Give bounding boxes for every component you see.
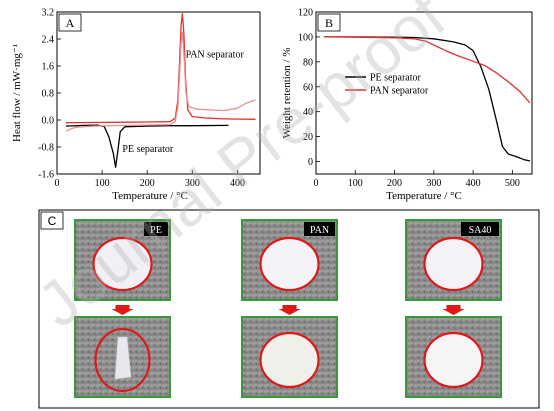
- y-tick-label: 0: [308, 157, 313, 168]
- chart-b-letter: B: [325, 16, 333, 30]
- x-tick-label: 300: [185, 178, 200, 189]
- x-tick-label: 500: [505, 178, 520, 189]
- separator-disk: [259, 236, 320, 292]
- chart-a-letter-box: [58, 13, 82, 32]
- x-tick-label: 100: [95, 178, 110, 189]
- chart-b-xlabel: Temperature / °C: [386, 190, 462, 202]
- y-tick-label: 60: [303, 82, 313, 93]
- series-line-0: [323, 36, 531, 162]
- weight-retention-chart: 0 100 200 300 400 500 0 20 40 60 80 100 120 PE separ…: [281, 8, 533, 202]
- chart-a-xlabel: Temperature / °C: [112, 190, 188, 202]
- y-tick-label: 1.6: [42, 62, 55, 73]
- down-arrow-icon: [111, 305, 134, 315]
- annotation-label: PE separator: [122, 144, 173, 155]
- y-tick-label: 120: [298, 8, 313, 19]
- shrunk-separator-ring: [94, 327, 151, 393]
- chart-a-letter: A: [66, 16, 75, 30]
- y-tick-label: -1.6: [38, 170, 54, 181]
- y-tick-label: 0.8: [42, 89, 55, 100]
- y-tick-label: 0.0: [42, 116, 55, 127]
- y-tick-label: 40: [303, 107, 313, 118]
- separator-disk: [423, 236, 484, 292]
- y-tick-label: 2.4: [42, 35, 55, 46]
- y-tick-label: 100: [298, 32, 313, 43]
- series-line-1: [65, 13, 256, 124]
- x-tick-label: 400: [230, 178, 245, 189]
- chart-b-letter-box: [317, 13, 341, 32]
- sample-label: SA40: [469, 225, 492, 236]
- separator-disk-after: [259, 331, 320, 389]
- legend-label: PE separator: [370, 73, 421, 84]
- sample-label-box: [304, 222, 335, 236]
- down-arrow-icon: [278, 305, 301, 315]
- y-tick-label: -0.8: [38, 143, 54, 154]
- y-tick-label: 3.2: [42, 8, 55, 19]
- chart-b-ylabel: Weight retention / %: [281, 47, 293, 138]
- panel-c-letter: C: [48, 214, 57, 228]
- y-tick-label: 20: [303, 132, 313, 143]
- annotation-label: PAN separator: [186, 50, 245, 61]
- y-tick-label: 80: [303, 57, 313, 68]
- x-tick-label: 300: [426, 178, 441, 189]
- shrunk-separator: [114, 336, 132, 380]
- x-tick-label: 200: [387, 178, 402, 189]
- chart-a-ylabel: Heat flow / mW·mg⁻¹: [11, 44, 23, 142]
- separator-photos-panel: C PE PAN SA40: [38, 209, 540, 409]
- heat-flow-chart: 0 100 200 300 400 -1.6 -0.8 0.0 0.8 1.6 2.4 3.2 PAN…: [11, 8, 261, 202]
- chart-b-frame: [315, 11, 533, 175]
- down-arrow-icon: [442, 305, 465, 315]
- panel-c-letter-box: [40, 211, 64, 230]
- legend-label: PAN separator: [370, 86, 429, 97]
- separator-disk: [92, 236, 153, 292]
- separator-disk-after: [423, 331, 484, 389]
- x-tick-label: 0: [314, 178, 319, 189]
- sample-label-box: [461, 222, 499, 236]
- sample-label-box: [144, 222, 168, 236]
- x-tick-label: 0: [55, 178, 60, 189]
- x-tick-label: 400: [466, 178, 481, 189]
- series-line-1: [323, 36, 531, 104]
- sample-label: PE: [150, 225, 162, 236]
- sample-label: PAN: [310, 225, 329, 236]
- x-tick-label: 100: [348, 178, 363, 189]
- series-line-2: [65, 31, 256, 132]
- x-tick-label: 200: [140, 178, 155, 189]
